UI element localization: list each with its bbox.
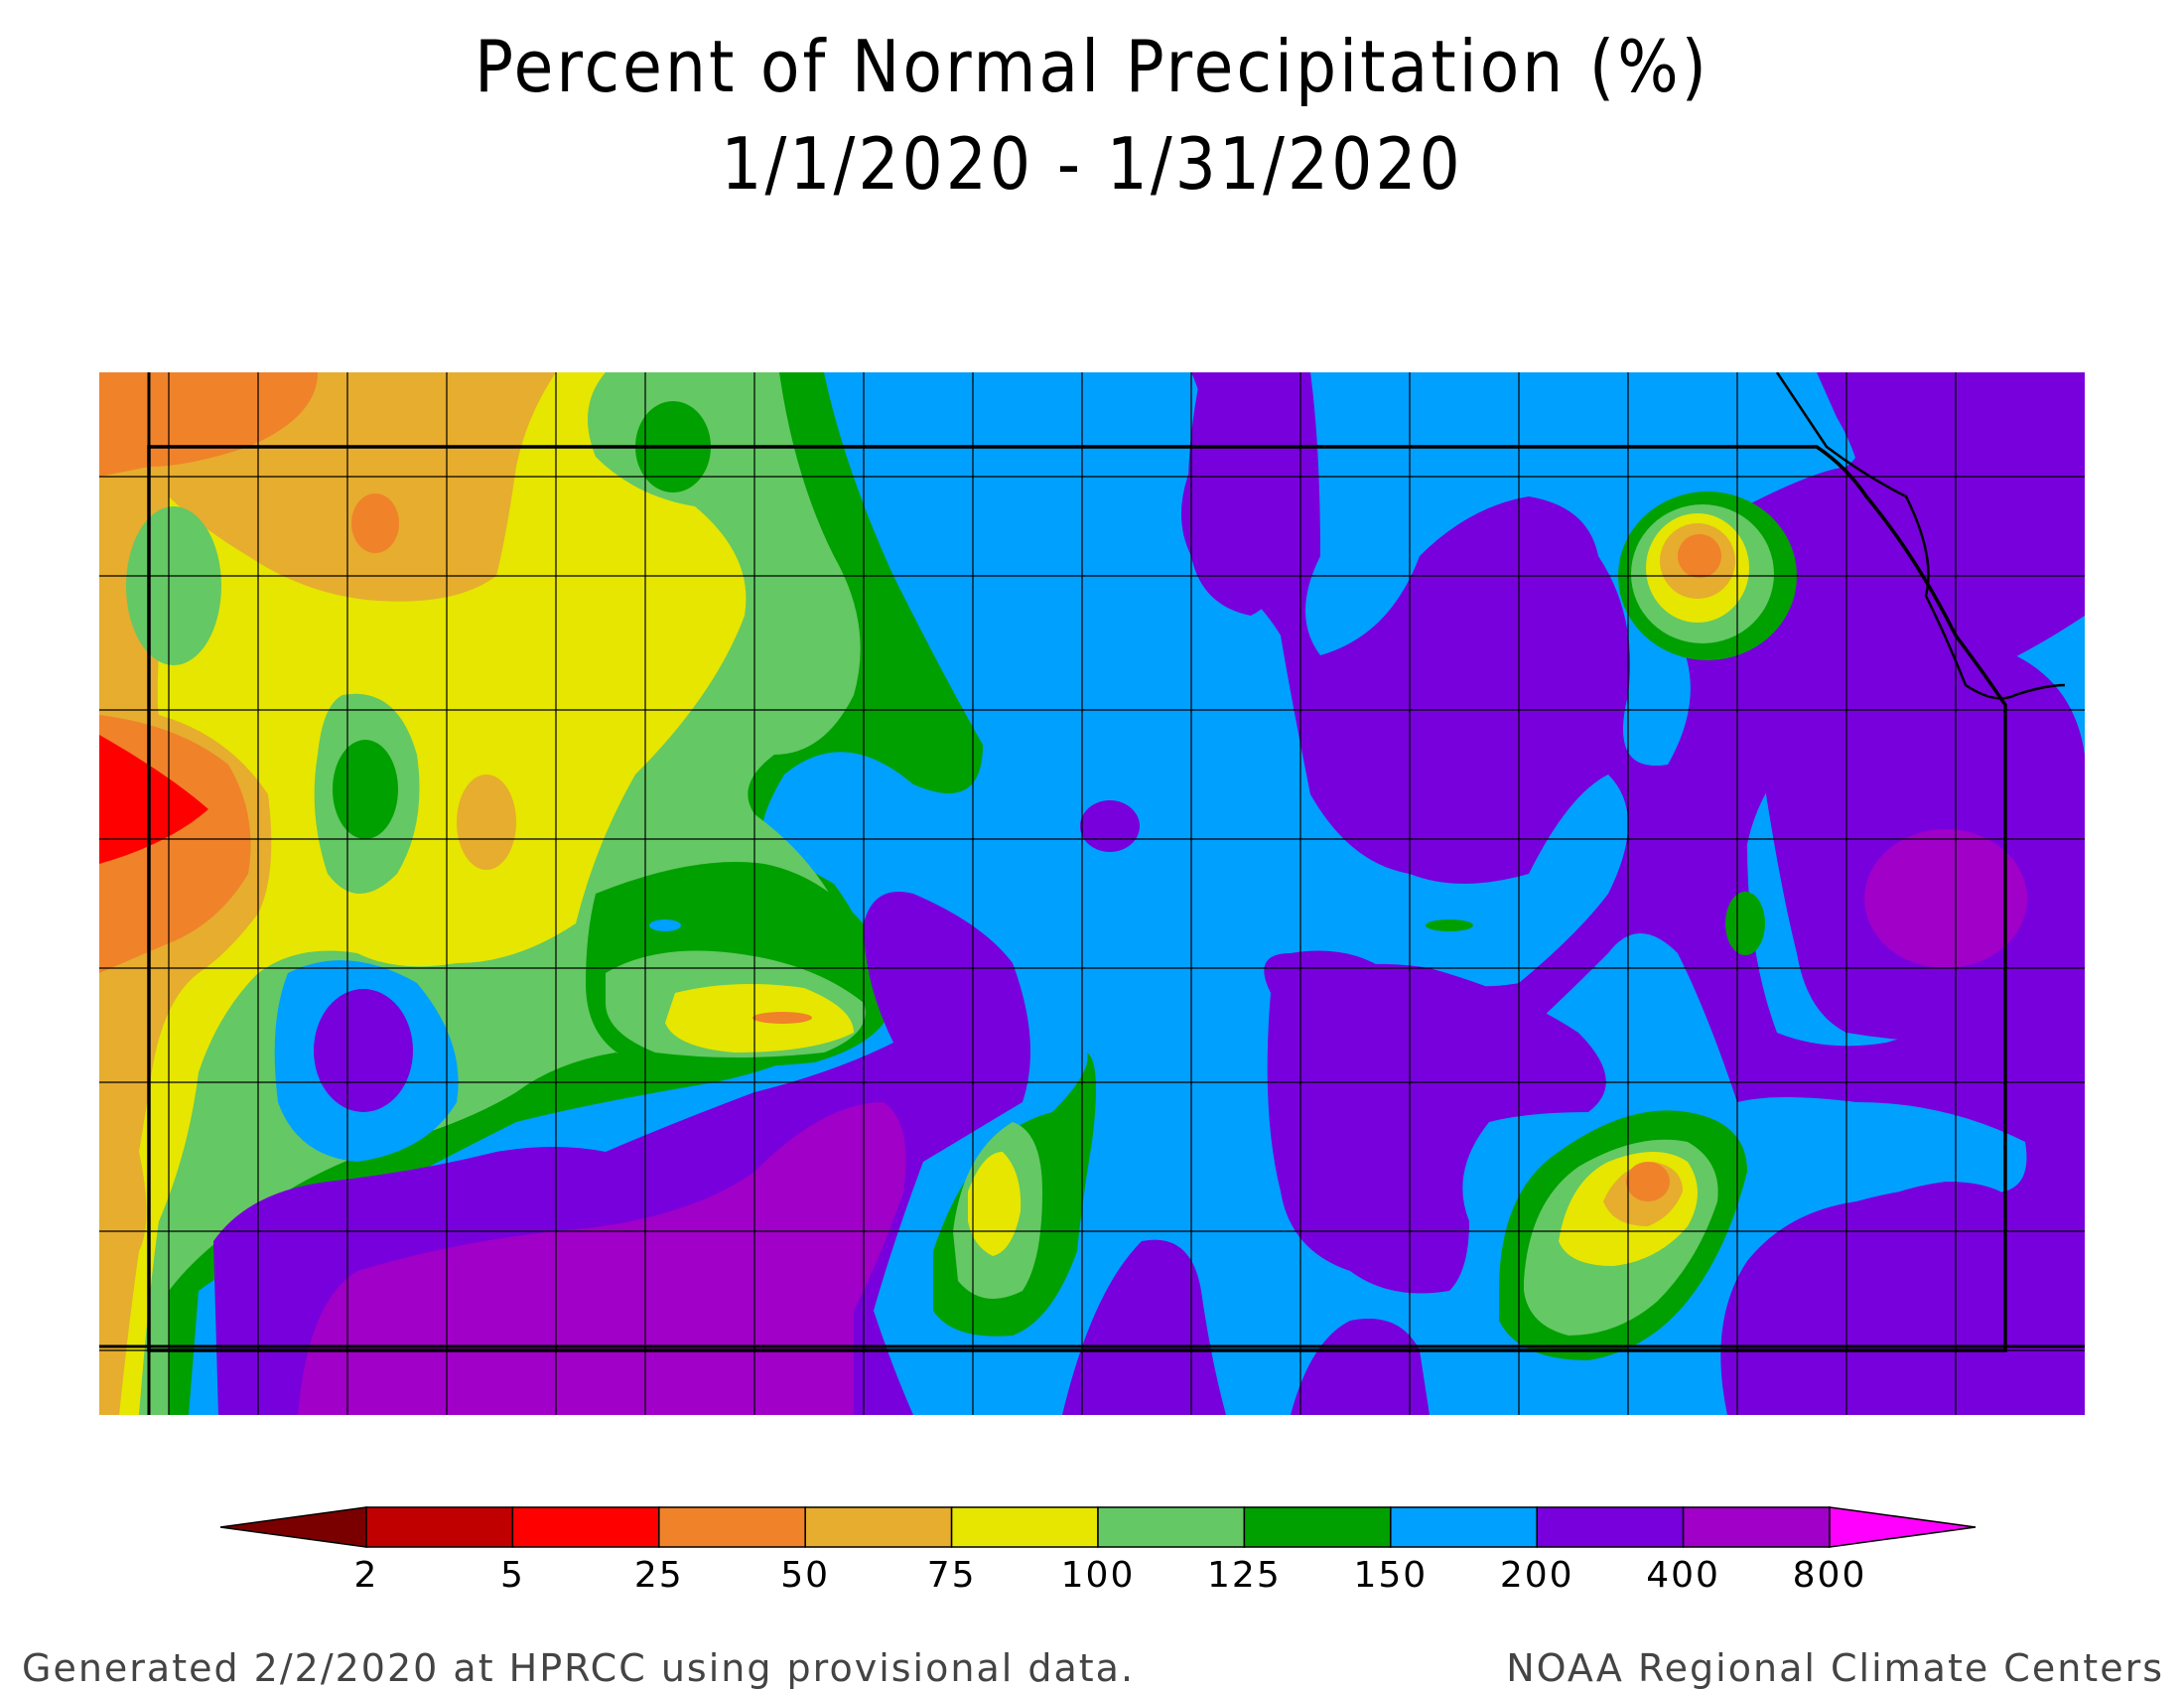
contour-fill-layer	[99, 372, 2085, 1415]
legend-bin-1	[365, 1506, 514, 1548]
legend-bin-10	[1682, 1506, 1831, 1548]
state-border	[147, 445, 2007, 1352]
footer-generated: Generated 2/2/2020 at HPRCC using provis…	[22, 1646, 1136, 1690]
contour-darkpurple-east	[1864, 829, 2027, 968]
legend-label: 100	[1061, 1555, 1136, 1596]
legend-bin-0	[219, 1506, 367, 1548]
legend-label: 25	[634, 1555, 684, 1596]
missouri-river	[1775, 372, 2066, 700]
legend-bin-8	[1390, 1506, 1538, 1548]
contour-yellow-south-spike	[968, 1152, 1022, 1256]
contour-darkpurple-south	[298, 1102, 906, 1415]
legend-bin-11	[1829, 1506, 1977, 1548]
contour-green-island-west	[333, 740, 398, 839]
legend-label: 125	[1207, 1555, 1282, 1596]
contour-purple-south-central	[1062, 1239, 1226, 1415]
legend-bin-6	[1097, 1506, 1246, 1548]
contour-orange-se-hotspot	[1626, 1162, 1670, 1201]
legend-label: 800	[1793, 1555, 1867, 1596]
contour-orange-sliver	[752, 1012, 812, 1024]
contour-yellow-west	[99, 372, 747, 1415]
legend-bin-4	[804, 1506, 953, 1548]
contour-orange-west	[99, 372, 318, 477]
legend-label: 200	[1500, 1555, 1574, 1596]
contour-purple-south-east	[1267, 963, 1606, 1294]
contour-purple-south-central-2	[1291, 1319, 1430, 1415]
contour-purple-southeast-2	[1747, 1182, 2045, 1415]
legend-label: 5	[500, 1555, 525, 1596]
legend-label: 2	[354, 1555, 379, 1596]
color-legend: 2 5 25 50 75 100 125 150 200 400 800	[219, 1506, 1977, 1596]
legend-bin-7	[1243, 1506, 1392, 1548]
county-lines	[99, 372, 2085, 1415]
legend-bin-3	[658, 1506, 806, 1548]
contour-gold-blob	[457, 775, 516, 870]
contour-orange-ne-hotspot	[1678, 534, 1721, 578]
contour-purple-circle-sw	[314, 989, 413, 1112]
contour-lightgreen-island	[126, 506, 221, 665]
legend-label: 75	[927, 1555, 977, 1596]
contour-purple-east-main	[1181, 372, 2085, 1415]
contour-green-dot-east	[1725, 892, 1765, 955]
contour-purple-dot	[1080, 800, 1140, 852]
legend-bin-5	[950, 1506, 1099, 1548]
footer-source: NOAA Regional Climate Centers	[1506, 1646, 2164, 1690]
legend-label: 50	[780, 1555, 830, 1596]
legend-label: 400	[1646, 1555, 1720, 1596]
map-title: Percent of Normal Precipitation (%) 1/1/…	[0, 18, 2184, 212]
legend-bin-2	[511, 1506, 660, 1548]
contour-red-west	[99, 735, 208, 864]
legend-label: 150	[1353, 1555, 1428, 1596]
contour-purple-north	[1187, 372, 1310, 616]
title-line-2: 1/1/2020 - 1/31/2020	[721, 122, 1463, 206]
contour-green-sliver	[1426, 919, 1473, 931]
contour-cyan-dot	[649, 919, 681, 931]
contour-purple-ne	[1817, 372, 2085, 647]
legend-bin-9	[1536, 1506, 1685, 1548]
contour-orange-blob-north	[351, 493, 399, 553]
title-line-1: Percent of Normal Precipitation (%)	[475, 25, 1709, 108]
